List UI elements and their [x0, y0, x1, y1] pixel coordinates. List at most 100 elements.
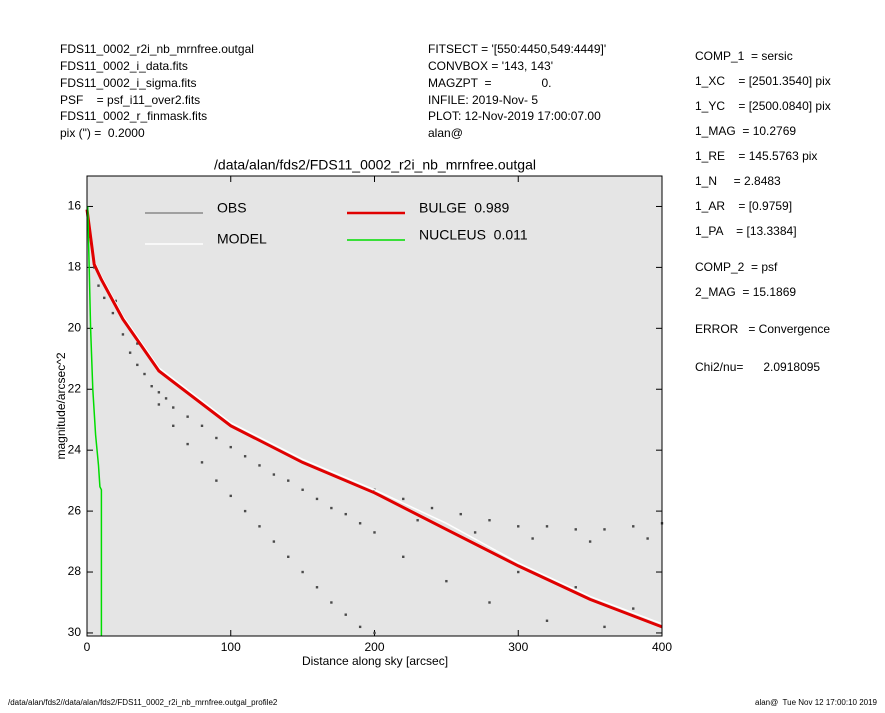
header-left-line: FDS11_0002_i_data.fits — [60, 59, 188, 73]
fit-parameter: COMP_1 = sersic — [695, 49, 793, 63]
data-point — [545, 525, 549, 528]
header-left-line: PSF = psf_i11_over2.fits — [60, 93, 200, 107]
y-tick-label: 22 — [68, 381, 82, 395]
header-left-line: FDS11_0002_i_sigma.fits — [60, 76, 197, 90]
data-point — [445, 579, 448, 583]
data-point — [215, 436, 218, 440]
y-tick-label: 20 — [68, 320, 82, 334]
header-center-line: PLOT: 12-Nov-2019 17:00:07.00 — [428, 109, 601, 123]
data-point — [488, 519, 491, 522]
model-line — [86, 206, 103, 636]
data-point — [229, 445, 232, 449]
data-point — [143, 372, 146, 376]
data-point — [373, 531, 376, 534]
x-tick-label: 100 — [221, 640, 241, 654]
data-point — [114, 299, 117, 303]
fit-parameter: COMP_2 = psf — [695, 260, 778, 274]
data-point — [646, 537, 649, 540]
data-point — [215, 479, 218, 482]
data-point — [574, 528, 577, 531]
y-tick-label: 26 — [68, 503, 82, 517]
x-tick-label: 0 — [84, 640, 91, 654]
fit-parameter: 1_XC = [2501.3540] pix — [695, 74, 831, 88]
data-point — [150, 384, 153, 388]
data-point — [97, 284, 100, 287]
x-axis-label: Distance along sky [arcsec] — [302, 654, 448, 668]
data-point — [243, 509, 247, 513]
y-tick-label: 28 — [68, 564, 82, 578]
data-point — [488, 601, 491, 604]
data-point — [358, 522, 362, 525]
data-point — [272, 473, 276, 476]
fit-parameter: 1_YC = [2500.0840] pix — [695, 99, 831, 113]
data-point — [632, 525, 635, 528]
data-point — [416, 519, 419, 522]
data-point — [531, 537, 534, 540]
data-point — [402, 555, 405, 558]
y-tick-label: 30 — [68, 625, 82, 639]
legend-label: NUCLEUS 0.011 — [419, 227, 528, 243]
header-center-line: CONVBOX = '143, 143' — [428, 59, 553, 73]
x-tick-label: 400 — [652, 640, 672, 654]
fit-parameter: 1_MAG = 10.2769 — [695, 124, 796, 138]
data-point — [103, 296, 106, 300]
y-tick-label: 24 — [68, 442, 82, 456]
header-left-line: FDS11_0002_r2i_nb_mrnfree.outgal — [60, 42, 254, 56]
fit-parameter: 1_N = 2.8483 — [695, 174, 781, 188]
data-point — [373, 631, 376, 635]
header-center-line: INFILE: 2019-Nov- 5 — [428, 93, 538, 107]
data-point — [128, 351, 132, 354]
footer-left: /data/alan/fds2//data/alan/fds2/FDS11_00… — [8, 698, 278, 707]
chart-title: /data/alan/fds2/FDS11_0002_r2i_nb_mrnfre… — [214, 157, 536, 173]
data-point — [459, 512, 462, 516]
legend-label: MODEL — [217, 231, 267, 247]
data-point — [330, 506, 333, 510]
data-point — [136, 363, 139, 367]
data-point — [574, 586, 577, 589]
data-point — [473, 531, 477, 534]
data-point — [545, 619, 549, 622]
data-point — [588, 540, 592, 543]
data-point — [157, 391, 161, 394]
data-point — [121, 333, 125, 336]
data-point — [186, 442, 189, 446]
data-point — [172, 424, 175, 428]
data-point — [287, 479, 290, 482]
header-center-line: alan@ — [428, 126, 463, 140]
data-point — [517, 570, 520, 574]
data-point — [157, 403, 161, 406]
header-left-line: pix (") = 0.2000 — [60, 126, 145, 140]
data-point — [358, 625, 362, 629]
data-point — [200, 461, 204, 464]
data-point — [301, 570, 304, 574]
data-point — [258, 464, 261, 467]
legend-label: BULGE 0.989 — [419, 200, 509, 216]
y-tick-label: 18 — [68, 260, 82, 274]
data-point — [430, 506, 434, 510]
plot-frame — [86, 175, 663, 637]
data-point — [172, 406, 175, 409]
x-tick-label: 200 — [364, 640, 384, 654]
data-point — [229, 494, 232, 498]
data-point — [200, 424, 204, 428]
header-center-line: MAGZPT = 0. — [428, 76, 551, 90]
x-tick-label: 300 — [508, 640, 528, 654]
data-point — [402, 497, 405, 501]
data-point — [330, 601, 333, 604]
data-point — [603, 528, 606, 531]
data-point — [136, 342, 139, 345]
y-axis-label: magnitude/arcsec^2 — [54, 352, 68, 459]
data-point — [287, 555, 290, 558]
fit-parameter: ERROR = Convergence — [695, 322, 830, 336]
data-point — [258, 525, 261, 528]
data-point — [344, 512, 347, 516]
data-point — [603, 625, 606, 629]
y-tick-label: 16 — [68, 199, 82, 213]
data-point — [272, 540, 276, 543]
fit-parameter: Chi2/nu= 2.0918095 — [695, 360, 820, 374]
data-point — [301, 488, 304, 491]
data-point — [243, 455, 247, 458]
fit-parameter: 1_PA = [13.3384] — [695, 224, 797, 238]
fit-parameter: 1_AR = [0.9759] — [695, 199, 792, 213]
